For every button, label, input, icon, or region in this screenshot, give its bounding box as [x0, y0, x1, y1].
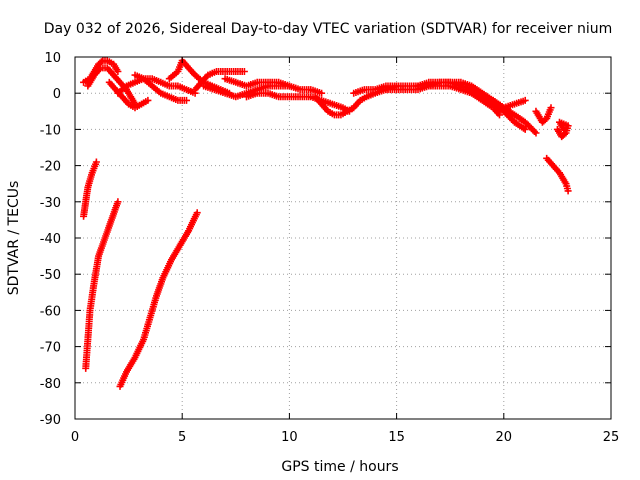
data-series-track-19 — [80, 158, 100, 220]
y-tick-label: 0 — [53, 87, 61, 102]
marker-path — [105, 78, 152, 112]
data-series-track-5 — [131, 71, 190, 104]
y-tick-label: -70 — [40, 341, 61, 356]
x-tick-label: 0 — [71, 430, 79, 445]
y-tick-label: -60 — [40, 304, 61, 319]
y-tick-label: -90 — [40, 413, 61, 428]
x-tick-label: 10 — [281, 430, 298, 445]
y-tick-label: -50 — [40, 268, 61, 283]
data-series-track-3 — [105, 78, 152, 112]
data-series-track-15 — [478, 93, 529, 112]
x-tick-label: 5 — [178, 430, 186, 445]
marker-path — [221, 75, 326, 97]
marker-path — [116, 209, 201, 390]
x-tick-label: 20 — [496, 430, 513, 445]
marker-path — [191, 68, 248, 94]
marker-path — [82, 198, 122, 372]
y-tick-label: -20 — [40, 160, 61, 175]
chart-title: Day 032 of 2026, Sidereal Day-to-day VTE… — [44, 21, 613, 37]
y-axis-label: SDTVAR / TECUs — [6, 181, 22, 296]
y-tick-label: -10 — [40, 123, 61, 138]
y-tick-label: -80 — [40, 377, 61, 392]
data-series-track-2 — [84, 64, 139, 108]
data-series-track-17 — [553, 118, 572, 141]
x-axis-label: GPS time / hours — [281, 459, 398, 475]
data-series-track-20 — [82, 198, 122, 372]
marker-path — [553, 118, 572, 141]
y-tick-label: 10 — [44, 51, 61, 66]
marker-path — [84, 64, 139, 108]
data-series-track-18 — [543, 154, 572, 195]
marker-path — [478, 93, 529, 112]
data-series-track-10 — [243, 89, 353, 115]
data-series-track-16 — [532, 104, 555, 126]
data-series-track-9 — [221, 75, 326, 97]
x-tick-label: 15 — [388, 430, 405, 445]
y-tick-label: -40 — [40, 232, 61, 247]
axis-ticks: 0 5 10 15 20 25 10 0 -10 -20 -30 -40 -50 -60 -70 -80 -90 — [40, 51, 620, 445]
data-series-track-7 — [191, 68, 248, 94]
grid-lines — [75, 57, 611, 419]
marker-path — [80, 158, 100, 220]
marker-path — [532, 104, 555, 126]
marker-path — [543, 154, 572, 195]
x-tick-label: 25 — [603, 430, 620, 445]
y-tick-label: -30 — [40, 196, 61, 211]
data-series-track-21 — [116, 209, 201, 390]
data-series — [80, 57, 572, 390]
marker-path — [131, 71, 190, 104]
marker-path — [243, 89, 353, 115]
